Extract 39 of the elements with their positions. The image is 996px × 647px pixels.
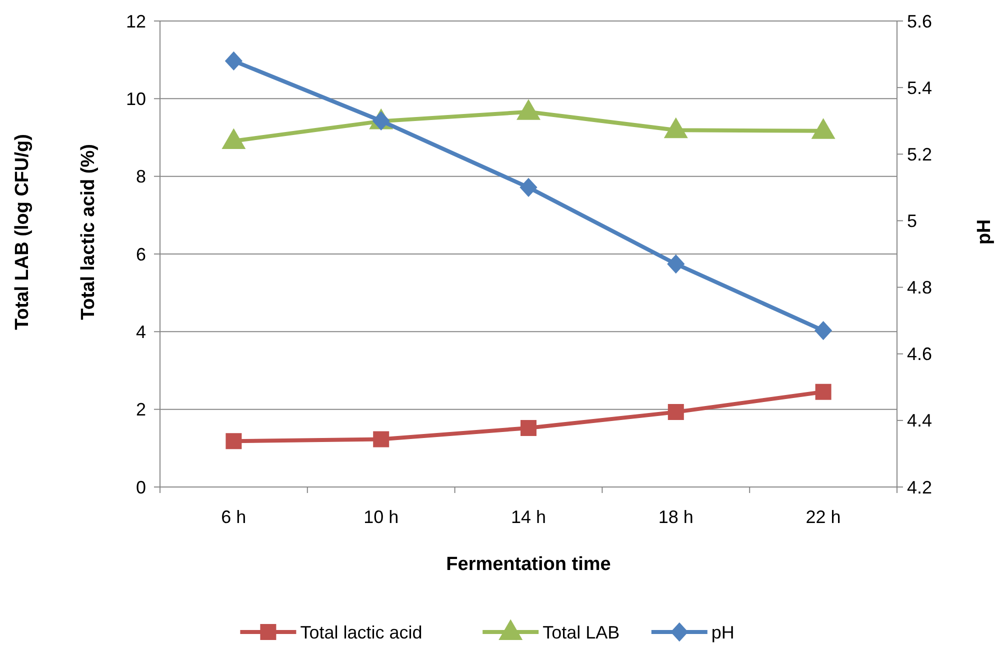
legend-label: Total LAB: [542, 622, 620, 642]
y-tick-label: 10: [126, 88, 146, 109]
y2-tick-label: 5.6: [907, 11, 932, 32]
point: [224, 51, 242, 71]
legend-label: pH: [711, 622, 734, 642]
y2-tick-label: 5.4: [907, 78, 932, 98]
x-tick-label: 14 h: [510, 507, 546, 527]
point: [226, 433, 242, 450]
y-tick-label: 6: [136, 244, 146, 264]
y-tick-label: 0: [136, 477, 146, 498]
point: [516, 99, 540, 120]
x-tick-label: 6 h: [221, 507, 246, 527]
point: [668, 404, 684, 420]
y-tick-label: 12: [126, 11, 146, 32]
y2-axis-title: pH: [974, 219, 995, 245]
point: [520, 420, 536, 436]
y-tick-label: 2: [136, 400, 146, 420]
point: [815, 384, 832, 400]
y2-tick-label: 5.2: [907, 144, 932, 164]
legend-label: Total lactic acid: [300, 622, 422, 642]
point: [373, 431, 390, 448]
y2-tick-label: 4.4: [907, 410, 932, 431]
point: [667, 254, 685, 274]
y2-tick-label: 5: [907, 211, 918, 232]
y2-tick-label: 4.2: [907, 477, 932, 498]
y-tick-label: 4: [136, 322, 146, 342]
point: [520, 178, 538, 198]
x-tick-label: 18 h: [658, 507, 694, 527]
x-tick-label: 10 h: [364, 507, 399, 527]
point: [664, 117, 688, 138]
point: [811, 118, 836, 139]
y-tick-label: 8: [136, 166, 146, 187]
x-tick-label: 22 h: [806, 507, 841, 527]
point: [814, 320, 832, 340]
text: Total LAB (log CFU/g) Total lactic acid (%): [12, 134, 99, 330]
point: [222, 128, 246, 149]
x-axis-title: Fermentation time: [446, 554, 611, 575]
y2-tick-label: 4.6: [907, 344, 932, 364]
y2-tick-label: 4.8: [907, 278, 932, 298]
